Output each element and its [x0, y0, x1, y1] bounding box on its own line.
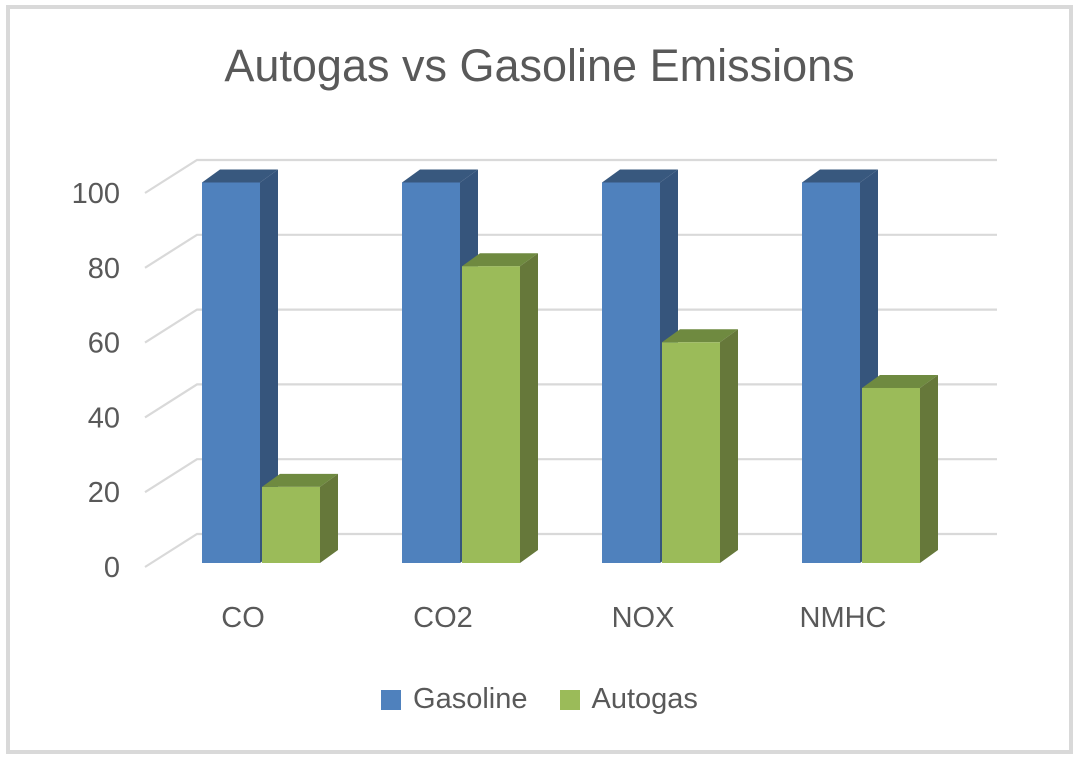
bar-autogas-co2-top-face [462, 253, 538, 267]
legend: Gasoline Autogas [0, 683, 1079, 716]
category-label-nox: NOX [612, 602, 675, 634]
bar-gasoline-co-top-face [202, 169, 278, 183]
legend-item-gasoline: Gasoline [381, 683, 528, 716]
bar-gasoline-nmhc-top-face [802, 169, 878, 183]
y-axis-tick-label-80: 80 [88, 253, 120, 285]
bar-autogas-co-side-face [320, 473, 338, 563]
bar-autogas-co-front-face [262, 486, 320, 563]
bar-gasoline-co2-top-face [402, 169, 478, 183]
bar-autogas-nox-side-face [720, 329, 738, 563]
bar-autogas-nox-top-face [662, 329, 738, 343]
legend-item-autogas: Autogas [559, 683, 698, 716]
chart-title: Autogas vs Gasoline Emissions [224, 40, 855, 91]
legend-label-autogas: Autogas [591, 683, 698, 715]
y-axis-tick-label-0: 0 [104, 552, 120, 584]
category-label-co2: CO2 [413, 602, 473, 634]
bar-autogas-nmhc-front-face [862, 387, 920, 563]
bar-autogas-co2-front-face [462, 266, 520, 563]
category-label-co: CO [221, 602, 265, 634]
gridline-100 [144, 158, 997, 194]
y-axis-tick-label-20: 20 [88, 477, 120, 509]
legend-label-gasoline: Gasoline [413, 683, 528, 715]
bar-autogas-co-top-face [262, 473, 338, 487]
gridline-80 [144, 233, 997, 269]
bar-gasoline-co-front-face [202, 182, 260, 563]
y-axis-tick-label-100: 100 [72, 178, 120, 210]
bar-gasoline-co2-front-face [402, 182, 460, 563]
bar-gasoline-nmhc-front-face [802, 182, 860, 563]
gridline-60 [144, 308, 997, 344]
y-axis-tick-label-40: 40 [88, 402, 120, 434]
legend-swatch-autogas-icon [559, 689, 580, 710]
bar-autogas-nmhc-side-face [920, 374, 938, 563]
bar-gasoline-co-side-face [260, 169, 278, 563]
bar-gasoline-nox-top-face [602, 169, 678, 183]
bar-autogas-co2-side-face [520, 253, 538, 563]
y-axis-tick-label-60: 60 [88, 328, 120, 360]
bar-autogas-nox-front-face [662, 342, 720, 563]
bar-autogas-nmhc-top-face [862, 374, 938, 388]
category-label-nmhc: NMHC [800, 602, 887, 634]
bar-gasoline-nox-front-face [602, 182, 660, 563]
legend-swatch-gasoline-icon [381, 689, 402, 710]
